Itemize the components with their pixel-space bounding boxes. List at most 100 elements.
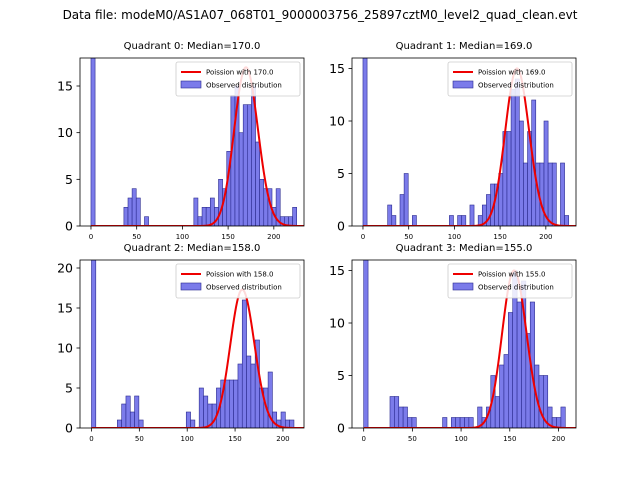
- histogram-bar: [516, 301, 522, 428]
- histogram-bar: [469, 204, 475, 226]
- y-tick-label: 10: [329, 114, 345, 129]
- legend: Poission with 170.0 Observed distribution: [175, 61, 301, 97]
- histogram-bar: [125, 395, 131, 428]
- y-tick-label: 5: [65, 172, 73, 187]
- plot-region: [91, 260, 304, 428]
- histogram-bar: [442, 417, 448, 428]
- histogram-bar: [514, 78, 520, 226]
- figure-title: Data file: modeM0/AS1A07_068T01_90000037…: [62, 8, 578, 22]
- histogram-bar: [233, 379, 239, 428]
- x-tick-label: 200: [552, 435, 565, 443]
- histogram-bar: [506, 131, 512, 226]
- histogram-bar: [362, 58, 368, 226]
- histogram-bar: [90, 58, 96, 226]
- histogram-bar: [129, 411, 135, 428]
- histogram-bar: [224, 379, 230, 428]
- histogram-bar: [127, 197, 133, 226]
- histogram-bar: [468, 417, 474, 428]
- histogram-bar: [288, 216, 293, 226]
- histogram-bar: [238, 132, 244, 226]
- plot-region: [90, 58, 304, 226]
- subplot-title: Quadrant 1: Median=169.0: [396, 41, 533, 52]
- histogram-bar: [556, 417, 562, 428]
- histogram-bar: [508, 312, 513, 428]
- histogram-bar: [394, 396, 400, 428]
- x-tick-label: 0: [361, 435, 365, 443]
- histogram-bar: [241, 299, 247, 428]
- histogram-bar: [255, 141, 260, 226]
- y-tick-label: 10: [57, 125, 73, 140]
- x-tick-label: 150: [221, 233, 234, 241]
- axes-frame: [351, 259, 577, 429]
- histogram-bar: [461, 215, 467, 226]
- histogram-bar: [197, 216, 203, 226]
- histogram-bar: [510, 89, 516, 226]
- y-tick-label: 5: [337, 368, 345, 383]
- histogram-bar: [121, 403, 127, 428]
- histogram-bar: [457, 215, 463, 226]
- histogram-bar: [280, 411, 286, 428]
- histogram-bar: [198, 387, 204, 428]
- histogram-bar: [275, 188, 281, 226]
- axes-frame: [79, 57, 305, 227]
- x-tick-label: 200: [267, 233, 280, 241]
- subplot-title: Quadrant 3: Median=155.0: [396, 243, 533, 254]
- x-tick-label: 200: [276, 435, 289, 443]
- legend-bar-swatch: [452, 282, 474, 291]
- histogram-bar: [250, 363, 256, 428]
- legend-box: [175, 61, 301, 97]
- x-tick-label: 100: [454, 435, 467, 443]
- x-tick-label: 50: [404, 233, 413, 241]
- y-tick-label: 0: [337, 219, 345, 234]
- y-tick-label: 15: [329, 61, 345, 76]
- histogram-bar: [138, 419, 144, 428]
- y-tick-label: 10: [329, 316, 345, 331]
- legend-bar-label: Observed distribution: [478, 284, 554, 292]
- legend-bar-label: Observed distribution: [206, 284, 282, 292]
- histogram-bar: [259, 179, 265, 226]
- x-tick-label: 100: [181, 435, 194, 443]
- histogram-bar: [539, 162, 545, 226]
- histogram-bar: [455, 417, 461, 428]
- histogram-bar: [451, 417, 457, 428]
- legend-curve-label: Poission with 169.0: [478, 69, 546, 77]
- histogram-bar: [391, 215, 397, 226]
- histogram-bar: [407, 417, 413, 428]
- y-tick-label: 0: [65, 421, 73, 436]
- histogram-bar: [389, 396, 395, 428]
- histogram-bar: [218, 179, 223, 226]
- histogram-bar: [144, 216, 149, 226]
- histogram-bar: [560, 162, 565, 226]
- x-tick-label: 150: [228, 435, 241, 443]
- histogram-bar: [193, 197, 199, 226]
- histogram-bar: [402, 406, 408, 428]
- x-tick-label: 100: [448, 233, 461, 241]
- legend: Poission with 158.0 Observed distribution: [175, 263, 301, 299]
- histogram-bar: [494, 396, 500, 428]
- x-tick-label: 0: [89, 435, 93, 443]
- histogram-bar: [91, 260, 97, 428]
- histogram-bar: [230, 95, 236, 226]
- histogram-bar: [538, 375, 544, 428]
- histogram-bar: [134, 395, 140, 428]
- histogram-bar: [399, 194, 405, 226]
- legend: Poission with 169.0 Observed distribution: [447, 61, 573, 97]
- subplot-quadrant-2: 0 50 100 150 200 0 5 10 15 20 Quadrant 2: Median=1…: [57, 243, 305, 443]
- x-tick-label: 200: [539, 233, 552, 241]
- histogram-bar: [131, 188, 137, 226]
- histogram-bar: [229, 379, 234, 428]
- histogram-bar: [411, 417, 417, 428]
- y-tick-label: 20: [57, 261, 73, 276]
- y-tick-label: 5: [65, 381, 73, 396]
- x-tick-label: 150: [503, 435, 516, 443]
- y-tick-label: 5: [337, 166, 345, 181]
- histogram-bar: [560, 406, 566, 428]
- histogram-bar: [292, 207, 297, 226]
- histogram-bar: [185, 411, 191, 428]
- y-tick-label: 10: [57, 341, 73, 356]
- histogram-bar: [387, 204, 393, 226]
- histogram-bar: [242, 104, 248, 226]
- histogram-bar: [503, 354, 509, 428]
- histogram-bar: [135, 197, 141, 226]
